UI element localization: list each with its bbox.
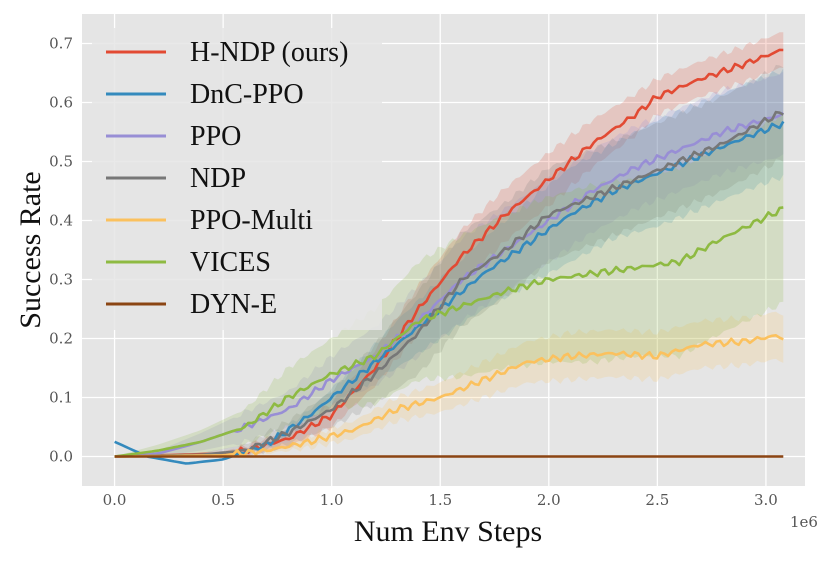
band-ppo-multi — [114, 311, 784, 458]
band-ndp — [114, 64, 784, 457]
band-dnc-ppo — [114, 68, 784, 464]
series-lines — [114, 48, 785, 465]
legend-label-ndp: NDP — [190, 163, 246, 194]
band-vices — [114, 113, 784, 457]
x-offset-label: 1e6 — [790, 513, 818, 531]
y-tick-label: 0.0 — [49, 448, 73, 466]
legend-label-ppo: PPO — [190, 121, 241, 152]
x-axis-label: Num Env Steps — [354, 515, 542, 548]
line-ndp — [114, 110, 784, 458]
y-tick-label: 0.3 — [49, 271, 73, 289]
x-tick-label: 2.0 — [537, 491, 561, 509]
x-tick-label: 1.5 — [428, 491, 452, 509]
y-axis-label: Success Rate — [14, 171, 47, 328]
x-tick-labels: 0.0 0.5 1.0 1.5 2.0 2.5 3.0 — [103, 491, 778, 509]
x-tick-label: 1.0 — [320, 491, 344, 509]
legend-label-h-ndp-ours: H-NDP (ours) — [190, 37, 348, 68]
line-vices — [114, 206, 784, 458]
x-tick-label: 3.0 — [754, 491, 778, 509]
y-tick-label: 0.5 — [49, 153, 73, 171]
legend: H-NDP (ours) DnC-PPO PPO NDP PPO-Multi VICES D… — [92, 28, 382, 330]
legend-label-dyn-e: DYN-E — [190, 289, 277, 320]
line-ppo-multi — [114, 334, 784, 458]
legend-label-ppo-multi: PPO-Multi — [190, 205, 313, 236]
line-dnc-ppo — [114, 120, 785, 465]
band-h-ndp-ours — [114, 32, 784, 458]
y-tick-label: 0.7 — [49, 35, 73, 53]
y-tick-labels: 0.0 0.1 0.2 0.3 0.4 0.5 0.6 0.7 — [49, 35, 73, 466]
y-tick-label: 0.6 — [49, 94, 73, 112]
x-tick-label: 0.0 — [103, 491, 127, 509]
legend-label-dnc-ppo: DnC-PPO — [190, 79, 304, 110]
legend-label-vices: VICES — [190, 247, 271, 278]
band-ppo — [114, 71, 784, 457]
x-tick-label: 0.5 — [211, 491, 235, 509]
confidence-bands — [114, 32, 784, 464]
y-tick-label: 0.4 — [49, 212, 73, 230]
x-tick-label: 2.5 — [645, 491, 669, 509]
y-tick-label: 0.2 — [49, 330, 73, 348]
y-tick-label: 0.1 — [49, 389, 73, 407]
